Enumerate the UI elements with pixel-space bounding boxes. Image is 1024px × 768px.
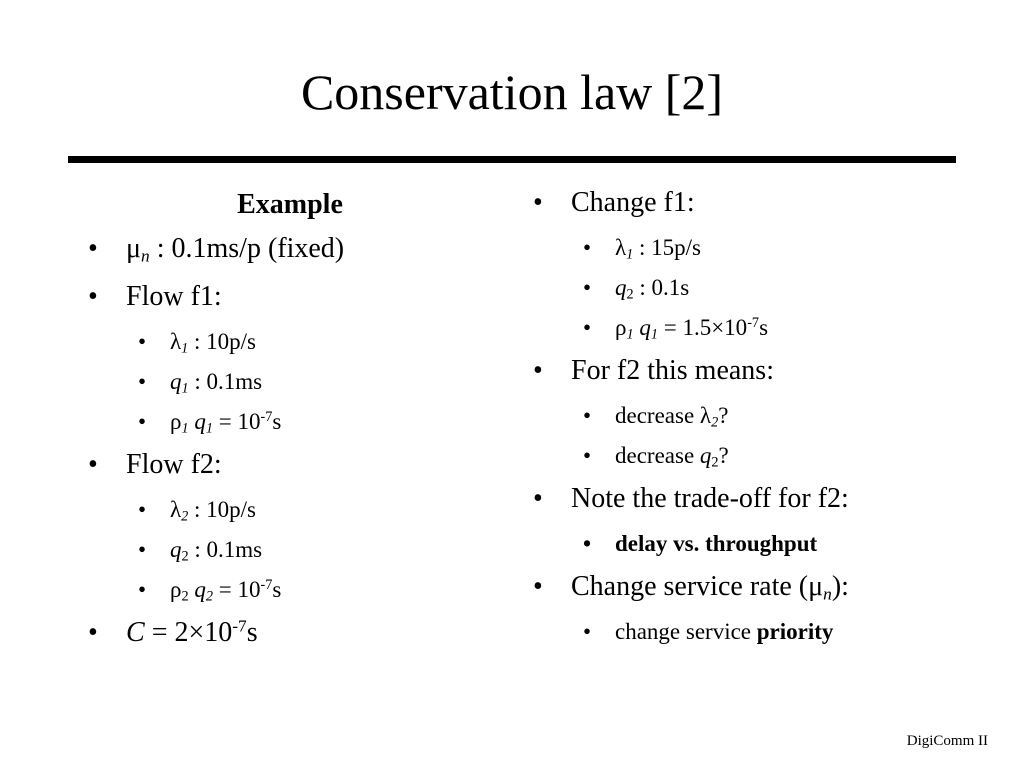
rho-subscript: 1	[626, 326, 634, 343]
right-bullet-list: Change f1: λ1 : 15p/s q2 : 0.1s ρ1 q1 = …	[525, 186, 985, 646]
q-symbol: q	[194, 409, 206, 434]
q-subscript: 1	[205, 420, 213, 437]
rho-equation: = 1.5×10	[657, 315, 748, 340]
rho-symbol: ρ	[170, 409, 182, 434]
left-bullet-list: μn : 0.1ms/p (fixed) Flow f1: λ1 : 10p/s…	[80, 232, 500, 650]
lambda-symbol: λ	[615, 235, 627, 260]
mu-symbol: μ	[808, 571, 824, 602]
title-divider	[68, 156, 956, 163]
exponent: -7	[260, 577, 273, 594]
tradeoff-bullet: Note the trade-off for f2:	[525, 482, 985, 516]
q-subscript: 2	[626, 286, 634, 303]
rho-symbol: ρ	[170, 577, 182, 602]
priority-text: change service	[615, 619, 757, 644]
decrease-lambda-item: decrease λ2?	[525, 402, 985, 430]
f2-lambda-item: λ2 : 10p/s	[80, 496, 500, 524]
rho-subscript: 1	[181, 420, 189, 437]
lambda-text: : 10p/s	[188, 497, 257, 522]
unit: s	[246, 617, 258, 648]
q-subscript: 2	[711, 454, 719, 471]
mu-text: : 0.1ms/p (fixed)	[149, 233, 345, 264]
priority-item: change service priority	[525, 618, 985, 646]
lambda-subscript: 2	[181, 508, 189, 525]
priority-bold: priority	[756, 619, 834, 644]
lambda-subscript: 1	[626, 246, 634, 263]
exponent: -7	[260, 409, 273, 426]
rho-subscript: 2	[181, 588, 189, 605]
q-text: : 0.1ms	[188, 369, 263, 394]
tradeoff-item: delay vs. throughput	[525, 530, 985, 558]
lambda-text: : 10p/s	[188, 329, 257, 354]
unit: s	[272, 577, 282, 602]
lambda-symbol: λ	[699, 403, 712, 428]
mu-symbol: μ	[126, 233, 142, 264]
c-symbol: C	[126, 617, 145, 648]
example-heading: Example	[237, 189, 343, 220]
question-mark: ?	[718, 403, 729, 428]
q-symbol: q	[639, 315, 651, 340]
right-column: Change f1: λ1 : 15p/s q2 : 0.1s ρ1 q1 = …	[525, 186, 985, 658]
exponent: -7	[232, 616, 247, 636]
unit: s	[272, 409, 282, 434]
mu-subscript: n	[141, 246, 150, 266]
q-subscript: 1	[181, 380, 189, 397]
rho-equation: = 10	[212, 409, 261, 434]
service-rate-bullet: Change service rate (μn):	[525, 570, 985, 604]
rho-equation: = 10	[212, 577, 261, 602]
lambda-subscript: 2	[711, 414, 719, 431]
lambda-symbol: λ	[170, 329, 182, 354]
decrease-text: decrease	[615, 443, 700, 468]
mu-bullet: μn : 0.1ms/p (fixed)	[80, 232, 500, 266]
footer-label: DigiComm II	[906, 733, 988, 749]
left-column: Example μn : 0.1ms/p (fixed) Flow f1: λ1…	[80, 186, 500, 664]
f1-rho-item: ρ1 q1 = 10-7s	[80, 408, 500, 436]
lambda-text: : 15p/s	[633, 235, 702, 260]
q-symbol: q	[699, 443, 712, 468]
q-subscript: 2	[205, 588, 213, 605]
q-symbol: q	[170, 369, 182, 394]
lambda-symbol: λ	[170, 497, 182, 522]
cf1-lambda-item: λ1 : 15p/s	[525, 234, 985, 262]
service-text-end: ):	[831, 571, 849, 602]
c-equation: = 2×10	[144, 617, 233, 648]
q-symbol: q	[615, 275, 627, 300]
q-subscript: 2	[181, 548, 189, 565]
cf1-q-item: q2 : 0.1s	[525, 274, 985, 302]
q-symbol: q	[170, 537, 182, 562]
unit: s	[759, 315, 769, 340]
exponent: -7	[747, 315, 760, 332]
cf1-rho-item: ρ1 q1 = 1.5×10-7s	[525, 314, 985, 342]
rho-symbol: ρ	[615, 315, 627, 340]
decrease-q-item: decrease q2?	[525, 442, 985, 470]
f1-q-item: q1 : 0.1ms	[80, 368, 500, 396]
decrease-text: decrease	[615, 403, 700, 428]
c-bullet: C = 2×10-7s	[80, 616, 500, 650]
q-text: : 0.1s	[633, 275, 690, 300]
mu-subscript: n	[823, 584, 832, 604]
q-text: : 0.1ms	[188, 537, 263, 562]
f1-lambda-item: λ1 : 10p/s	[80, 328, 500, 356]
slide-title: Conservation law [2]	[300, 64, 724, 120]
q-subscript: 1	[650, 326, 658, 343]
q-symbol: q	[194, 577, 206, 602]
change-f1-bullet: Change f1:	[525, 186, 985, 220]
f2-rho-item: ρ2 q2 = 10-7s	[80, 576, 500, 604]
means-bullet: For f2 this means:	[525, 354, 985, 388]
flow-f1-bullet: Flow f1:	[80, 280, 500, 314]
f2-q-item: q2 : 0.1ms	[80, 536, 500, 564]
service-text: Change service rate (	[571, 571, 809, 602]
lambda-subscript: 1	[181, 340, 189, 357]
question-mark: ?	[718, 443, 729, 468]
flow-f2-bullet: Flow f2:	[80, 448, 500, 482]
